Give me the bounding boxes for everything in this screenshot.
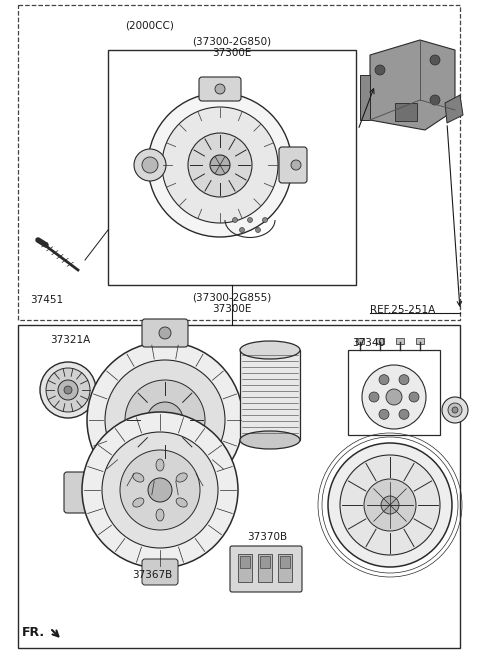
Circle shape — [40, 362, 96, 418]
Circle shape — [399, 409, 409, 419]
Bar — [238, 554, 252, 582]
Text: 37340: 37340 — [352, 338, 385, 348]
Text: 37451: 37451 — [30, 295, 63, 305]
Bar — [108, 50, 356, 285]
Text: 37300E: 37300E — [212, 304, 252, 314]
Circle shape — [240, 228, 244, 232]
Circle shape — [379, 409, 389, 419]
Circle shape — [375, 65, 385, 75]
Circle shape — [58, 380, 78, 400]
Circle shape — [64, 386, 72, 394]
Circle shape — [215, 84, 225, 94]
Circle shape — [134, 149, 166, 181]
Text: (2000CC): (2000CC) — [125, 20, 174, 30]
Circle shape — [291, 160, 301, 170]
Circle shape — [158, 413, 172, 427]
Bar — [18, 325, 460, 648]
Circle shape — [148, 478, 172, 502]
Circle shape — [102, 432, 218, 548]
Bar — [395, 103, 417, 121]
Circle shape — [340, 455, 440, 555]
Bar — [356, 338, 364, 344]
Bar — [258, 554, 272, 582]
Circle shape — [142, 157, 158, 173]
Text: 37300E: 37300E — [212, 48, 252, 58]
FancyBboxPatch shape — [230, 546, 302, 592]
Ellipse shape — [156, 459, 164, 471]
FancyBboxPatch shape — [199, 77, 241, 101]
Circle shape — [147, 402, 183, 438]
Circle shape — [362, 365, 426, 429]
Circle shape — [399, 375, 409, 384]
FancyBboxPatch shape — [142, 559, 178, 585]
Bar — [348, 350, 440, 435]
Circle shape — [232, 218, 238, 222]
Text: FR.: FR. — [22, 626, 45, 638]
Circle shape — [210, 155, 230, 175]
Ellipse shape — [156, 509, 164, 521]
Circle shape — [452, 407, 458, 413]
FancyBboxPatch shape — [64, 472, 92, 513]
Bar — [260, 556, 270, 568]
Bar — [278, 554, 292, 582]
Polygon shape — [360, 75, 370, 120]
Circle shape — [430, 55, 440, 65]
Circle shape — [386, 389, 402, 405]
Circle shape — [442, 397, 468, 423]
Circle shape — [409, 392, 419, 402]
Circle shape — [369, 392, 379, 402]
Circle shape — [105, 360, 225, 480]
Circle shape — [82, 412, 238, 568]
Circle shape — [46, 368, 90, 412]
Bar — [396, 338, 404, 344]
Ellipse shape — [176, 473, 187, 482]
Circle shape — [328, 443, 452, 567]
FancyBboxPatch shape — [279, 147, 307, 183]
FancyBboxPatch shape — [142, 319, 188, 347]
Circle shape — [379, 375, 389, 384]
Circle shape — [448, 403, 462, 417]
Polygon shape — [445, 95, 463, 123]
Circle shape — [87, 342, 243, 498]
Circle shape — [381, 496, 399, 514]
Bar — [376, 338, 384, 344]
Circle shape — [255, 228, 261, 232]
Circle shape — [188, 133, 252, 197]
Bar — [280, 556, 290, 568]
Ellipse shape — [240, 431, 300, 449]
Circle shape — [430, 95, 440, 105]
Text: (37300-2G855): (37300-2G855) — [192, 292, 272, 302]
Text: 37370B: 37370B — [247, 532, 287, 542]
Text: (37300-2G850): (37300-2G850) — [192, 36, 272, 46]
Ellipse shape — [133, 473, 144, 482]
Circle shape — [248, 218, 252, 222]
Circle shape — [364, 479, 416, 531]
Text: REF.25-251A: REF.25-251A — [370, 305, 435, 315]
Circle shape — [263, 218, 267, 222]
Bar — [240, 556, 250, 568]
Circle shape — [148, 93, 292, 237]
Bar — [240, 350, 300, 440]
Bar — [416, 338, 424, 344]
Text: 37367B: 37367B — [132, 570, 172, 580]
Text: 37321A: 37321A — [50, 335, 90, 345]
Bar — [18, 5, 460, 320]
Polygon shape — [370, 40, 455, 130]
Circle shape — [120, 450, 200, 530]
Circle shape — [162, 107, 278, 223]
Circle shape — [125, 380, 205, 460]
Ellipse shape — [176, 498, 187, 507]
Ellipse shape — [133, 498, 144, 507]
Ellipse shape — [240, 341, 300, 359]
Circle shape — [159, 327, 171, 339]
